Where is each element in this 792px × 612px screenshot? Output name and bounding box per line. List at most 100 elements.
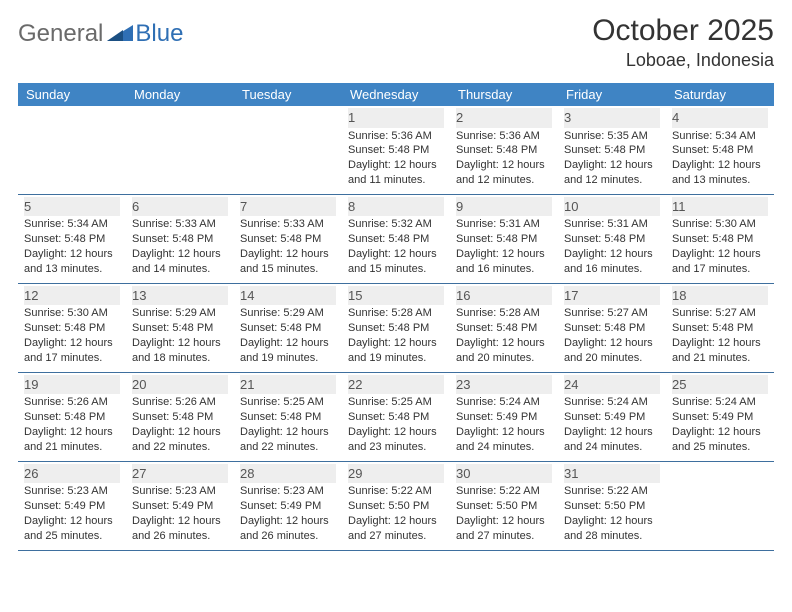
header: General Blue October 2025 Loboae, Indone…	[18, 14, 774, 71]
sunrise-text: Sunrise: 5:28 AM	[348, 306, 444, 321]
sunset-text: Sunset: 5:48 PM	[240, 410, 336, 425]
daylight-text-2: and 18 minutes.	[132, 351, 228, 366]
day-cell: 1Sunrise: 5:36 AMSunset: 5:48 PMDaylight…	[342, 106, 450, 194]
day-number: 12	[24, 286, 120, 306]
brand-triangle-icon	[107, 23, 133, 46]
daylight-text-1: Daylight: 12 hours	[348, 514, 444, 529]
day-number: 6	[132, 197, 228, 217]
daylight-text-1: Daylight: 12 hours	[24, 514, 120, 529]
sunrise-text: Sunrise: 5:26 AM	[132, 395, 228, 410]
brand-text-2: Blue	[135, 20, 183, 48]
daylight-text-1: Daylight: 12 hours	[240, 247, 336, 262]
daylight-text-2: and 26 minutes.	[240, 529, 336, 544]
day-number: 24	[564, 375, 660, 395]
sunrise-text: Sunrise: 5:35 AM	[564, 129, 660, 144]
daylight-text-2: and 13 minutes.	[24, 262, 120, 277]
sunrise-text: Sunrise: 5:23 AM	[24, 484, 120, 499]
weekday-header: Tuesday	[234, 83, 342, 106]
daylight-text-2: and 19 minutes.	[240, 351, 336, 366]
sunrise-text: Sunrise: 5:25 AM	[240, 395, 336, 410]
day-number: 22	[348, 375, 444, 395]
sunrise-text: Sunrise: 5:30 AM	[672, 217, 768, 232]
sunset-text: Sunset: 5:48 PM	[240, 321, 336, 336]
day-number: 19	[24, 375, 120, 395]
daylight-text-2: and 21 minutes.	[672, 351, 768, 366]
sunset-text: Sunset: 5:48 PM	[672, 232, 768, 247]
daylight-text-2: and 25 minutes.	[24, 529, 120, 544]
sunset-text: Sunset: 5:48 PM	[132, 232, 228, 247]
sunset-text: Sunset: 5:48 PM	[672, 321, 768, 336]
sunset-text: Sunset: 5:48 PM	[348, 143, 444, 158]
day-cell: 14Sunrise: 5:29 AMSunset: 5:48 PMDayligh…	[234, 284, 342, 372]
sunrise-text: Sunrise: 5:24 AM	[564, 395, 660, 410]
daylight-text-1: Daylight: 12 hours	[564, 158, 660, 173]
sunrise-text: Sunrise: 5:31 AM	[564, 217, 660, 232]
daylight-text-2: and 21 minutes.	[24, 440, 120, 455]
sunset-text: Sunset: 5:48 PM	[672, 143, 768, 158]
day-number: 15	[348, 286, 444, 306]
sunrise-text: Sunrise: 5:36 AM	[456, 129, 552, 144]
day-cell: 27Sunrise: 5:23 AMSunset: 5:49 PMDayligh…	[126, 462, 234, 550]
daylight-text-2: and 20 minutes.	[456, 351, 552, 366]
sunrise-text: Sunrise: 5:30 AM	[24, 306, 120, 321]
empty-cell	[234, 106, 342, 194]
sunset-text: Sunset: 5:49 PM	[24, 499, 120, 514]
empty-cell	[18, 106, 126, 194]
daylight-text-2: and 24 minutes.	[564, 440, 660, 455]
sunset-text: Sunset: 5:50 PM	[564, 499, 660, 514]
day-number: 7	[240, 197, 336, 217]
day-cell: 30Sunrise: 5:22 AMSunset: 5:50 PMDayligh…	[450, 462, 558, 550]
sunset-text: Sunset: 5:48 PM	[24, 321, 120, 336]
daylight-text-2: and 24 minutes.	[456, 440, 552, 455]
daylight-text-2: and 16 minutes.	[564, 262, 660, 277]
day-cell: 15Sunrise: 5:28 AMSunset: 5:48 PMDayligh…	[342, 284, 450, 372]
sunset-text: Sunset: 5:48 PM	[348, 232, 444, 247]
week-row: 19Sunrise: 5:26 AMSunset: 5:48 PMDayligh…	[18, 373, 774, 462]
day-number: 27	[132, 464, 228, 484]
sunset-text: Sunset: 5:48 PM	[348, 321, 444, 336]
daylight-text-1: Daylight: 12 hours	[456, 336, 552, 351]
daylight-text-2: and 14 minutes.	[132, 262, 228, 277]
sunset-text: Sunset: 5:48 PM	[132, 410, 228, 425]
sunrise-text: Sunrise: 5:27 AM	[564, 306, 660, 321]
day-number: 25	[672, 375, 768, 395]
day-number: 21	[240, 375, 336, 395]
daylight-text-1: Daylight: 12 hours	[24, 247, 120, 262]
daylight-text-2: and 13 minutes.	[672, 173, 768, 188]
location-label: Loboae, Indonesia	[592, 50, 774, 71]
daylight-text-2: and 27 minutes.	[348, 529, 444, 544]
sunset-text: Sunset: 5:48 PM	[240, 232, 336, 247]
daylight-text-2: and 27 minutes.	[456, 529, 552, 544]
sunrise-text: Sunrise: 5:22 AM	[348, 484, 444, 499]
sunrise-text: Sunrise: 5:24 AM	[456, 395, 552, 410]
day-cell: 12Sunrise: 5:30 AMSunset: 5:48 PMDayligh…	[18, 284, 126, 372]
day-cell: 22Sunrise: 5:25 AMSunset: 5:48 PMDayligh…	[342, 373, 450, 461]
day-number: 10	[564, 197, 660, 217]
sunset-text: Sunset: 5:48 PM	[24, 410, 120, 425]
sunset-text: Sunset: 5:48 PM	[348, 410, 444, 425]
daylight-text-1: Daylight: 12 hours	[672, 336, 768, 351]
weekday-header: Monday	[126, 83, 234, 106]
daylight-text-1: Daylight: 12 hours	[24, 425, 120, 440]
daylight-text-2: and 12 minutes.	[456, 173, 552, 188]
day-number: 26	[24, 464, 120, 484]
daylight-text-2: and 17 minutes.	[24, 351, 120, 366]
daylight-text-1: Daylight: 12 hours	[672, 425, 768, 440]
sunrise-text: Sunrise: 5:23 AM	[240, 484, 336, 499]
day-cell: 9Sunrise: 5:31 AMSunset: 5:48 PMDaylight…	[450, 195, 558, 283]
day-cell: 19Sunrise: 5:26 AMSunset: 5:48 PMDayligh…	[18, 373, 126, 461]
sunrise-text: Sunrise: 5:33 AM	[132, 217, 228, 232]
sunset-text: Sunset: 5:49 PM	[564, 410, 660, 425]
empty-cell	[666, 462, 774, 550]
daylight-text-1: Daylight: 12 hours	[132, 514, 228, 529]
title-block: October 2025 Loboae, Indonesia	[592, 14, 774, 71]
daylight-text-1: Daylight: 12 hours	[240, 425, 336, 440]
daylight-text-1: Daylight: 12 hours	[240, 514, 336, 529]
weekday-header: Thursday	[450, 83, 558, 106]
page-title: October 2025	[592, 14, 774, 48]
day-number: 1	[348, 108, 444, 128]
daylight-text-2: and 23 minutes.	[348, 440, 444, 455]
day-number: 31	[564, 464, 660, 484]
day-cell: 23Sunrise: 5:24 AMSunset: 5:49 PMDayligh…	[450, 373, 558, 461]
daylight-text-2: and 12 minutes.	[564, 173, 660, 188]
